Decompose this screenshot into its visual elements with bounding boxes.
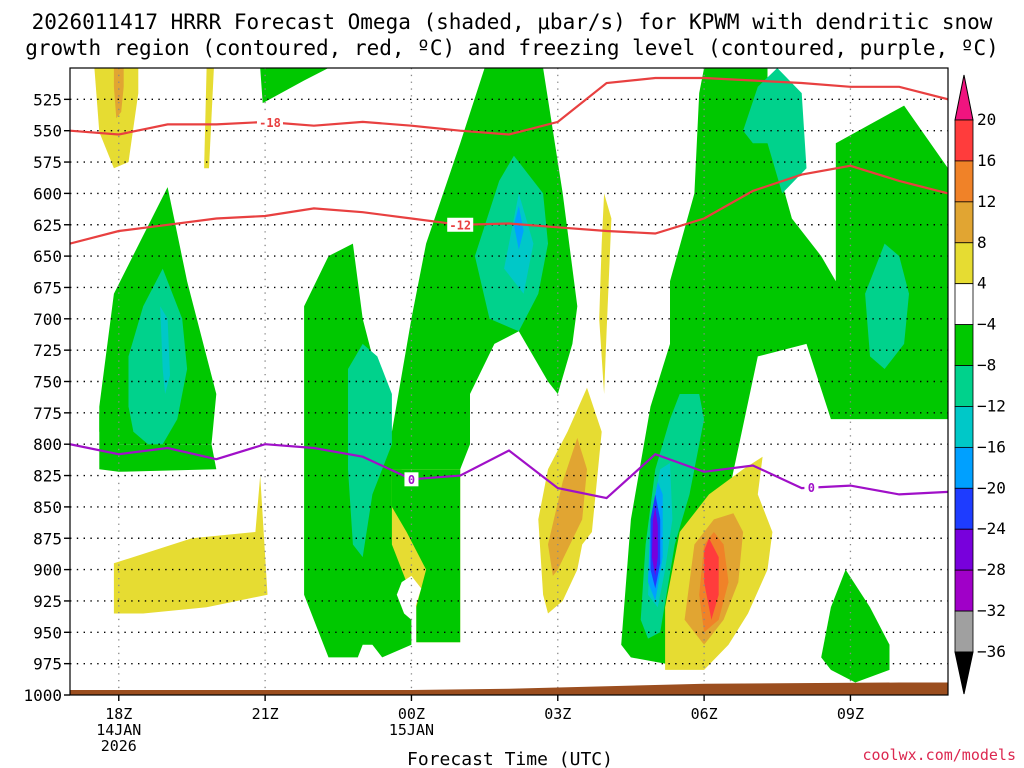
colorbar-label-7: −12 [977, 396, 1006, 415]
colorbar-label-2: 12 [977, 192, 996, 211]
omega-region-8 [113, 475, 268, 614]
y-tick-label-800: 800 [33, 435, 62, 454]
omega-region-29 [651, 506, 658, 576]
omega-region-16 [513, 205, 524, 250]
colorbar-band-9 [954, 487, 974, 530]
chart-title-line-2: growth region (contoured, red, ºC) and f… [25, 36, 999, 60]
y-tick-label-850: 850 [33, 498, 62, 517]
colorbar-label-10: −24 [977, 519, 1006, 538]
colorbar-band-11 [954, 569, 974, 612]
omega-region-6 [128, 268, 188, 445]
x-axis-label: Forecast Time (UTC) [407, 749, 613, 768]
y-tick-label-925: 925 [33, 592, 62, 611]
colorbar-band-12 [954, 610, 974, 653]
colorbar-band-3 [954, 242, 974, 285]
plot-area: -18 -12 0 0 [69, 67, 949, 696]
omega-region-4 [99, 412, 217, 472]
y-tick-label-975: 975 [33, 655, 62, 674]
colorbar-label-12: −32 [977, 601, 1006, 620]
omega-region-24 [704, 538, 719, 620]
x-tick-label-03Z: 03Z [544, 705, 571, 723]
ground-terrain [70, 682, 948, 695]
y-tick-label-625: 625 [33, 216, 62, 235]
colorbar: 20 16 12 8 4 −4 −8 −12 −16 −20 −24 −28 −32 −36 [954, 74, 1006, 695]
colorbar-band-0 [954, 119, 974, 162]
colorbar-top-arrow [954, 74, 974, 121]
y-tick-label-1000: 1000 [23, 686, 62, 705]
y-tick-label-550: 550 [33, 122, 62, 141]
freezing-level-contour [70, 443, 948, 500]
dgz-contour-label-1: -12 [449, 218, 471, 232]
y-tick-label-525: 525 [33, 90, 62, 109]
colorbar-label-9: −20 [977, 478, 1006, 497]
y-tick-label-825: 825 [33, 467, 62, 486]
x-tick-year-18Z: 2026 [101, 737, 137, 755]
y-tick-label-650: 650 [33, 247, 62, 266]
y-tick-label-950: 950 [33, 623, 62, 642]
omega-region-30 [743, 68, 807, 194]
y-tick-label-675: 675 [33, 278, 62, 297]
y-tick-label-900: 900 [33, 561, 62, 580]
y-tick-label-875: 875 [33, 529, 62, 548]
omega-region-11 [391, 469, 461, 643]
dgz-contour-1 [70, 164, 948, 245]
omega-region-31 [865, 243, 909, 369]
freezing-label-bg-0 [404, 472, 419, 487]
omega-region-2 [204, 68, 214, 169]
colorbar-band-6 [954, 365, 974, 407]
colorbar-band-2 [954, 201, 974, 244]
omega-region-7 [160, 306, 170, 394]
y-tick-label-600: 600 [33, 184, 62, 203]
y-tick-label-725: 725 [33, 341, 62, 360]
y-tick-label-575: 575 [33, 153, 62, 172]
colorbar-band-1 [954, 160, 974, 203]
omega-region-0 [94, 68, 139, 169]
colorbar-label-4: 4 [977, 274, 987, 293]
colorbar-label-1: 16 [977, 151, 996, 170]
colorbar-label-13: −36 [977, 642, 1006, 661]
omega-region-12 [396, 575, 422, 620]
freezing-label-bg-1 [804, 480, 819, 495]
x-tick-label-21Z: 21Z [252, 705, 279, 723]
colorbar-band-8 [954, 446, 974, 489]
colorbar-label-5: −4 [977, 315, 996, 334]
x-tick-date-18Z: 14JAN [96, 721, 141, 739]
y-axis: 525 550 575 600 625 650 675 700 725 750 775 800 825 8… [23, 90, 70, 705]
colorbar-label-0: 20 [977, 110, 996, 129]
freezing-level-label-0: 0 [408, 473, 415, 487]
colorbar-band-10 [954, 528, 974, 571]
x-tick-date-00Z: 15JAN [389, 721, 434, 739]
omega-region-1 [113, 68, 124, 119]
omega-region-32 [821, 569, 890, 683]
y-tick-label-700: 700 [33, 310, 62, 329]
x-tick-label-18Z: 18Z [105, 705, 132, 723]
colorbar-label-8: −16 [977, 437, 1006, 456]
dgz-contour-0 [70, 76, 948, 136]
omega-region-3 [260, 68, 329, 104]
freezing-level-label-1: 0 [808, 481, 815, 495]
y-tick-label-775: 775 [33, 404, 62, 423]
dgz-label-bg-1 [447, 217, 474, 232]
colorbar-label-11: −28 [977, 560, 1006, 579]
colorbar-bottom-arrow [954, 651, 974, 695]
dgz-contour-label-0: -18 [259, 116, 281, 130]
colorbar-band-4 [954, 283, 974, 326]
dgz-label-bg-0 [256, 115, 283, 130]
omega-region-13 [348, 343, 392, 558]
x-tick-label-00Z: 00Z [398, 705, 425, 723]
colorbar-label-6: −8 [977, 356, 996, 375]
x-tick-label-09Z: 09Z [837, 705, 864, 723]
colorbar-label-3: 8 [977, 233, 987, 252]
credit-text: coolwx.com/models [862, 746, 1016, 764]
chart-title-line-1: 2026011417 HRRR Forecast Omega (shaded, … [32, 10, 993, 34]
colorbar-band-7 [954, 406, 974, 448]
y-tick-label-750: 750 [33, 373, 62, 392]
colorbar-band-5 [954, 324, 974, 366]
omega-region-19 [599, 193, 612, 394]
x-tick-label-06Z: 06Z [691, 705, 718, 723]
